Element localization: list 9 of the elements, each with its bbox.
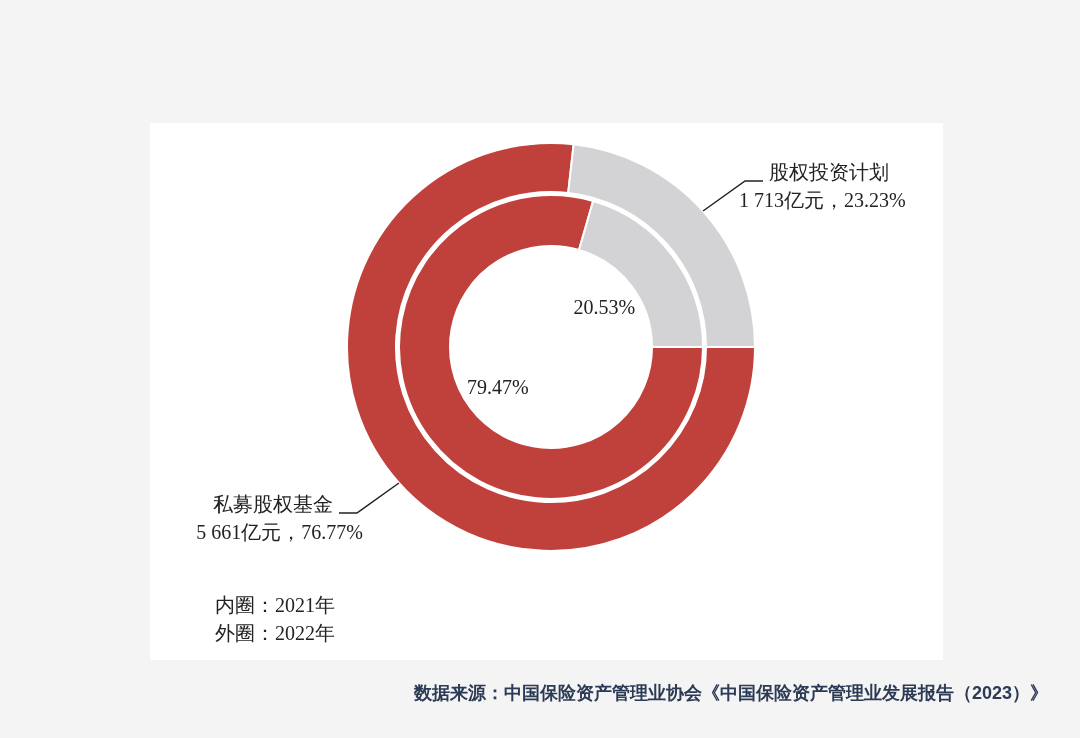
source-note: 数据来源：中国保险资产管理业协会《中国保险资产管理业发展报告（2023）》 <box>412 683 1048 703</box>
data-label: 5 661亿元，76.77% <box>196 521 363 544</box>
data-label: 1 713亿元，23.23% <box>739 188 906 211</box>
data-label: 20.53% <box>573 295 636 318</box>
text: 内圈：2021年 <box>215 594 335 616</box>
slice-label: 私募股权基金 <box>212 493 333 516</box>
slice-label: 股权投资计划 <box>769 160 890 183</box>
data-label: 79.47% <box>466 376 529 399</box>
text: 外圈：2022年 <box>215 622 335 644</box>
